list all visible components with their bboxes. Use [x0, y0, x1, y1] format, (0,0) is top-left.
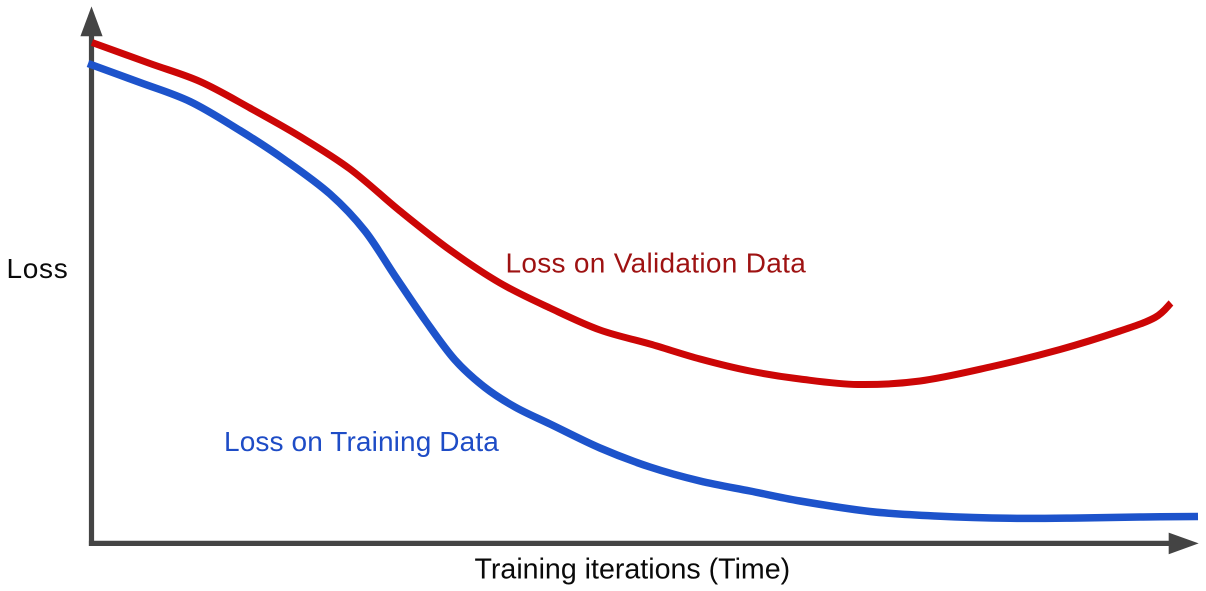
- svg-text:Loss: Loss: [7, 253, 69, 284]
- svg-text:Loss on Training Data: Loss on Training Data: [224, 426, 499, 457]
- svg-text:Training iterations (Time): Training iterations (Time): [475, 554, 791, 586]
- svg-text:Loss on Validation Data: Loss on Validation Data: [506, 248, 807, 279]
